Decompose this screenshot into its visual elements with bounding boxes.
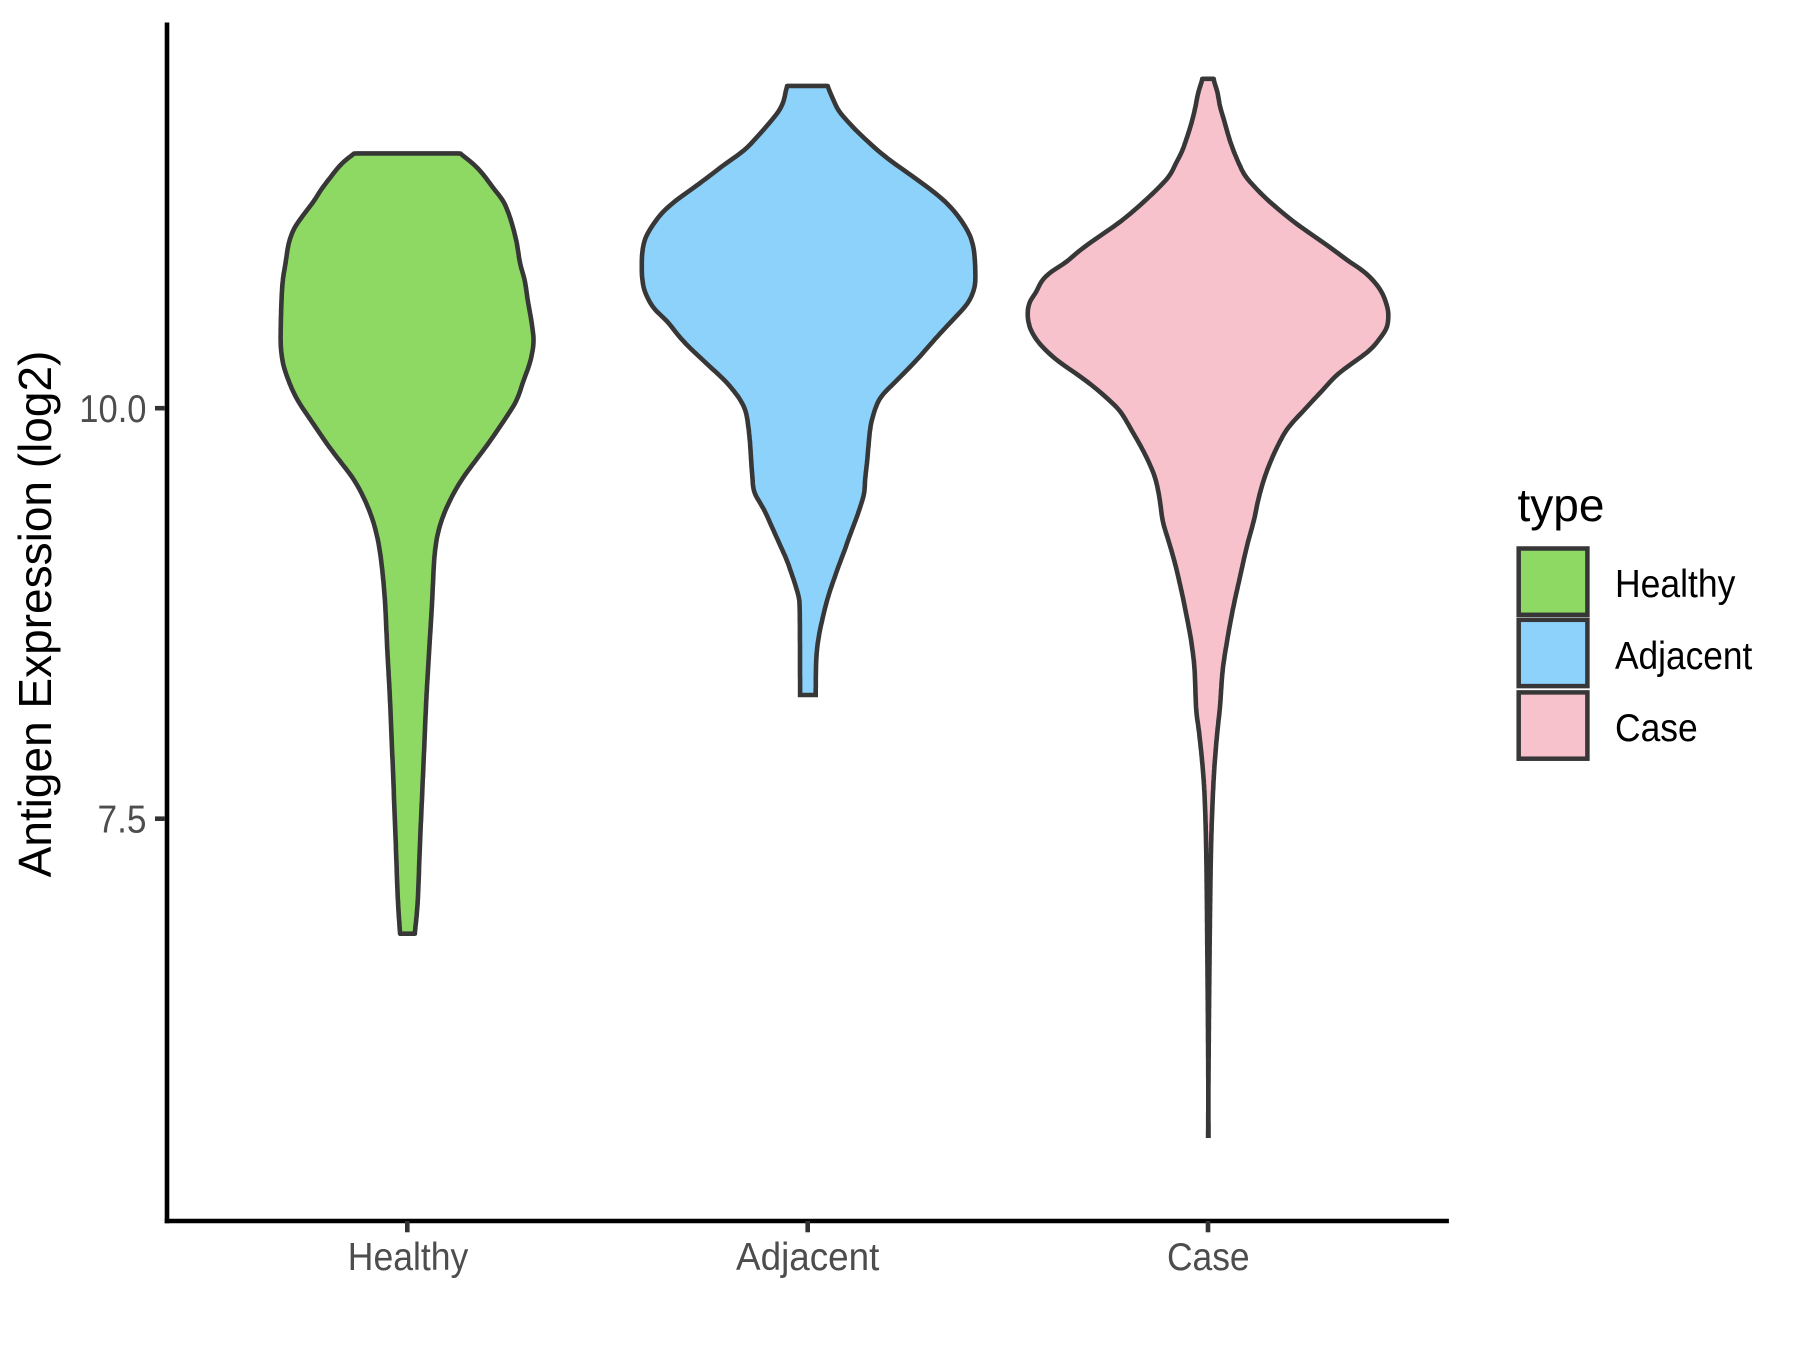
svg-text:Adjacent: Adjacent xyxy=(1615,635,1752,678)
svg-text:Adjacent: Adjacent xyxy=(736,1236,879,1279)
svg-text:type: type xyxy=(1518,479,1605,531)
svg-text:Antigen Expression (log2): Antigen Expression (log2) xyxy=(9,351,61,878)
svg-text:Healthy: Healthy xyxy=(1615,563,1736,606)
svg-text:Case: Case xyxy=(1167,1236,1250,1279)
svg-text:Case: Case xyxy=(1615,707,1698,750)
svg-text:10.0: 10.0 xyxy=(79,388,146,431)
svg-text:Healthy: Healthy xyxy=(348,1236,469,1279)
svg-text:7.5: 7.5 xyxy=(98,799,147,842)
